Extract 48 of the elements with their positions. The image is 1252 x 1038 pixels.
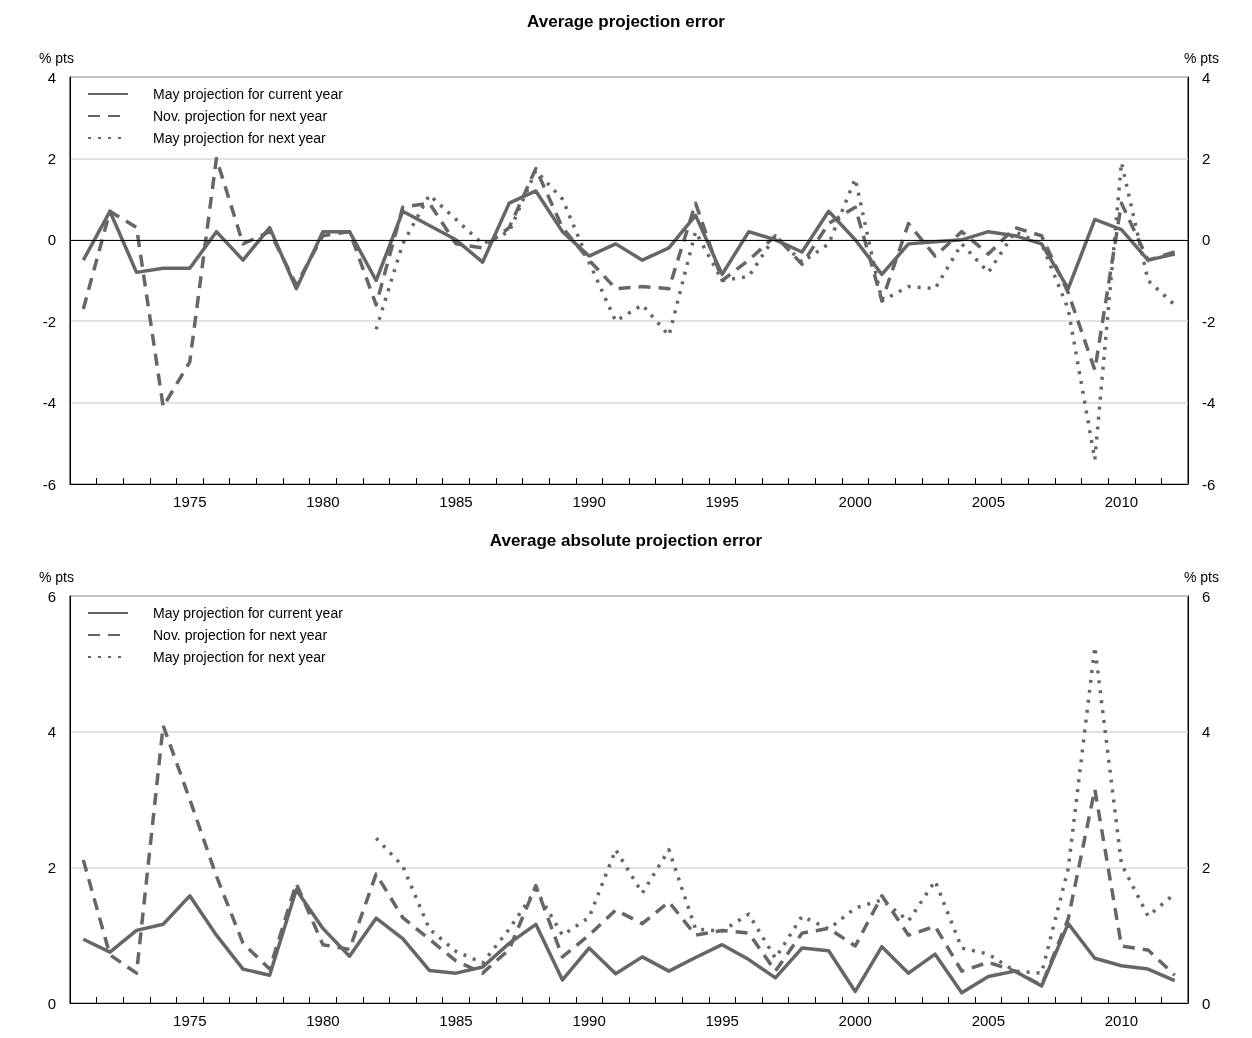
y-axis-title: % pts [38, 50, 74, 66]
y2-tick-label: -6 [1202, 475, 1216, 493]
y-tick-label: 4 [47, 723, 56, 741]
y-tick-label: 0 [47, 994, 56, 1012]
y-axis-title: % pts [38, 569, 74, 585]
x-tick-label: 2010 [1104, 493, 1139, 510]
y2-tick-label: 2 [1202, 858, 1211, 876]
legend-label: May projection for current year [153, 605, 344, 621]
x-tick-label: 2005 [971, 493, 1006, 510]
y-tick-label: 0 [47, 231, 56, 249]
legend-label: May projection for current year [153, 86, 344, 102]
legend-label: Nov. projection for next year [153, 108, 328, 124]
y2-axis-title: % pts [1184, 50, 1220, 66]
y-tick-label: -6 [42, 475, 56, 493]
y2-axis-title: % pts [1184, 569, 1220, 585]
y2-tick-label: 4 [1202, 723, 1211, 741]
x-tick-label: 2000 [838, 1012, 872, 1029]
x-tick-label: 1990 [572, 1012, 606, 1029]
y-tick-label: 4 [47, 68, 56, 86]
y-tick-label: 2 [47, 858, 56, 876]
y2-tick-label: 0 [1202, 231, 1211, 249]
y2-tick-label: 2 [1202, 149, 1211, 167]
legend-label: May projection for next year [153, 649, 327, 665]
x-tick-label: 1980 [306, 1012, 340, 1029]
x-tick-label: 2005 [971, 1012, 1006, 1029]
y-tick-label: 2 [47, 149, 56, 167]
x-tick-label: 1995 [705, 493, 739, 510]
x-tick-label: 1975 [173, 493, 207, 510]
x-tick-label: 1995 [705, 1012, 739, 1029]
y2-tick-label: -4 [1202, 394, 1216, 412]
y2-tick-label: 0 [1202, 994, 1211, 1012]
x-tick-label: 1985 [439, 1012, 473, 1029]
y2-tick-label: 4 [1202, 68, 1211, 86]
y-tick-label: -2 [42, 312, 56, 330]
y2-tick-label: -2 [1202, 312, 1216, 330]
chart-title: Average projection error [527, 12, 726, 31]
x-tick-label: 1980 [306, 493, 340, 510]
x-tick-label: 2000 [838, 493, 872, 510]
y2-tick-label: 6 [1202, 587, 1211, 605]
x-tick-label: 2010 [1104, 1012, 1139, 1029]
y-tick-label: 6 [47, 587, 56, 605]
chart-title: Average absolute projection error [489, 531, 763, 550]
x-tick-label: 1985 [439, 493, 473, 510]
x-tick-label: 1990 [572, 493, 606, 510]
legend-label: Nov. projection for next year [153, 627, 328, 643]
x-tick-label: 1975 [173, 1012, 207, 1029]
y-tick-label: -4 [42, 394, 56, 412]
legend-label: May projection for next year [153, 130, 327, 146]
